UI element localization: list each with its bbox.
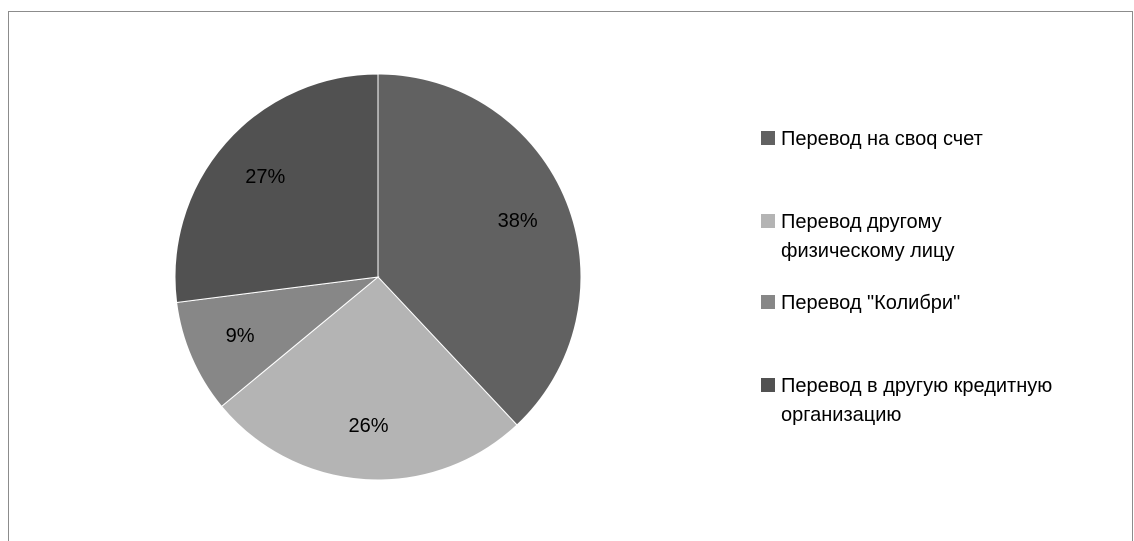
data-label-kolibri: 9% <box>226 325 255 347</box>
legend-item-own-account: Перевод на своq счет <box>761 125 1131 154</box>
data-label-other-bank: 27% <box>245 166 285 188</box>
legend-label-other-bank: Перевод в другую кредитную организацию <box>781 375 1053 426</box>
legend-swatch-own-account <box>761 131 775 145</box>
pie-slice-other-person <box>220 276 518 481</box>
legend-swatch-other-person <box>761 214 775 228</box>
legend-swatch-other-bank <box>761 378 775 392</box>
legend-item-other-bank: Перевод в другую кредитную организацию <box>761 372 1131 430</box>
pie-chart: 38% 26% 9% 27% <box>174 73 582 481</box>
chart-area: 38% 26% 9% 27% Перевод на своq счет Перевод… <box>8 11 1133 541</box>
data-label-other-person: 26% <box>349 415 389 437</box>
pie-slice-other-bank <box>174 73 379 304</box>
legend-label-other-person: Перевод другому физическому лицу <box>781 211 955 262</box>
pie-slice-kolibri <box>176 276 380 408</box>
data-label-own-account: 38% <box>498 210 538 232</box>
legend-label-kolibri: Перевод "Колибри" <box>781 292 961 314</box>
legend-item-kolibri: Перевод "Колибри" <box>761 289 1131 318</box>
legend-swatch-kolibri <box>761 295 775 309</box>
legend-item-other-person: Перевод другому физическому лицу <box>761 208 1131 266</box>
legend-label-own-account: Перевод на своq счет <box>781 128 983 150</box>
pie-slice-own-account <box>377 73 582 426</box>
